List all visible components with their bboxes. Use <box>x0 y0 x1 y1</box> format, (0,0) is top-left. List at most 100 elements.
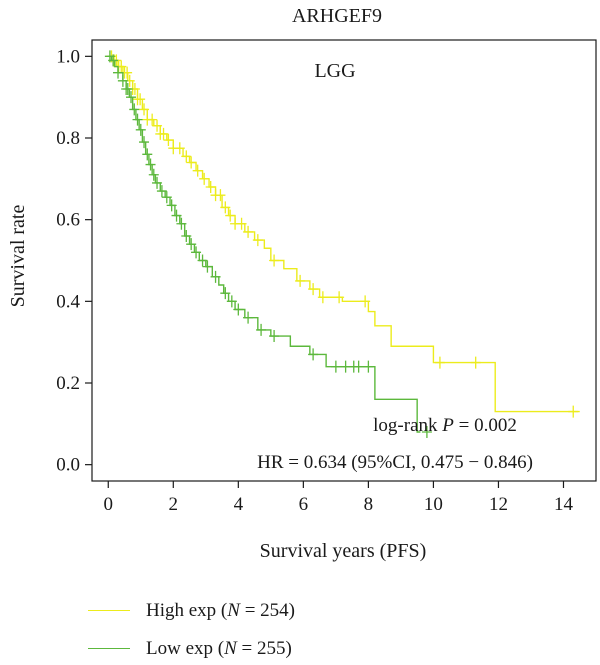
censor-mark-high <box>317 291 328 304</box>
pvalue-suffix: = 0.002 <box>454 415 517 436</box>
censor-mark-high <box>252 234 263 247</box>
legend-label-low: Low exp (N = 255) <box>146 634 292 664</box>
censor-mark-high <box>181 150 192 163</box>
censor-mark-high <box>139 103 150 116</box>
x-tick-label: 10 <box>424 494 443 515</box>
censor-mark-high <box>308 283 319 296</box>
censor-mark-high <box>295 274 306 287</box>
censor-mark-high <box>470 356 481 369</box>
censor-mark-low <box>139 136 150 149</box>
censor-mark-high <box>147 113 158 126</box>
censor-mark-high <box>360 295 371 308</box>
censor-mark-low <box>363 360 374 373</box>
censor-mark-low <box>156 185 167 198</box>
censor-mark-high <box>163 134 174 147</box>
censor-mark-low <box>243 311 254 324</box>
censor-mark-high <box>215 189 226 202</box>
censor-mark-low <box>181 230 192 242</box>
legend-swatch-high <box>88 610 130 611</box>
censor-mark-low <box>421 426 432 438</box>
censor-mark-high <box>434 356 445 369</box>
chart-title: ARHGEF9 <box>292 5 382 27</box>
survival-curve-high <box>108 55 580 413</box>
censor-mark-high <box>122 66 133 79</box>
censor-mark-high <box>243 225 254 238</box>
censor-mark-low <box>256 323 267 336</box>
censor-mark-low <box>135 123 146 136</box>
censor-mark-low <box>122 83 133 95</box>
censor-mark-low <box>108 54 119 67</box>
censor-mark-high <box>199 172 210 185</box>
censor-mark-low <box>220 287 231 300</box>
censor-mark-high <box>174 142 185 155</box>
censor-mark-low <box>202 260 213 273</box>
x-tick-label: 6 <box>299 494 309 515</box>
legend-item-high: High exp (N = 254) <box>88 596 488 626</box>
y-tick-label: 0.2 <box>56 373 80 394</box>
y-tick-label: 0.0 <box>56 455 80 476</box>
censor-mark-high <box>334 291 345 304</box>
survival-curves <box>104 50 580 438</box>
censor-mark-low <box>152 176 163 189</box>
legend-item-low: Low exp (N = 255) <box>88 634 488 664</box>
censor-mark-low <box>269 330 280 343</box>
censor-mark-low <box>113 66 124 79</box>
censor-mark-high <box>205 181 216 193</box>
censor-mark-low <box>191 246 202 259</box>
x-tick-label: 8 <box>364 494 374 515</box>
censor-mark-high <box>269 254 280 267</box>
censor-mark-low <box>353 360 364 373</box>
censor-mark-low <box>186 238 197 251</box>
censor-mark-low <box>197 254 208 267</box>
censor-mark-low <box>142 148 153 161</box>
hr-annotation: HR = 0.634 (95%CI, 0.475 − 0.846) <box>257 452 533 473</box>
censor-mark-low <box>145 158 156 171</box>
censor-mark-low <box>161 191 172 204</box>
y-tick-label: 0.4 <box>56 291 80 312</box>
censor-mark-high <box>192 164 203 177</box>
censor-mark-low <box>308 348 319 361</box>
censor-mark-high <box>568 405 579 418</box>
censor-mark-high <box>135 93 146 106</box>
legend-low-prefix: Low exp ( <box>146 638 225 659</box>
x-tick-label: 12 <box>489 494 508 515</box>
censor-mark-low <box>176 217 187 230</box>
censor-mark-high <box>220 201 231 214</box>
censor-mark-high <box>152 119 163 132</box>
legend-swatch-low <box>88 648 130 649</box>
pvalue-prefix: log-rank <box>373 415 442 436</box>
x-tick-label: 14 <box>554 494 574 515</box>
censor-mark-high <box>236 217 247 230</box>
x-tick-label: 4 <box>234 494 244 515</box>
pvalue-symbol: P <box>441 415 454 436</box>
censor-mark-low <box>117 74 128 87</box>
y-tick-label: 0.6 <box>56 210 80 231</box>
censor-mark-low <box>166 199 177 212</box>
censor-mark-low <box>330 360 341 373</box>
legend-low-suffix: = 255) <box>236 638 292 659</box>
legend-label-high: High exp (N = 254) <box>146 596 295 626</box>
x-axis-label: Survival years (PFS) <box>260 540 427 562</box>
x-tick-label: 0 <box>104 494 114 515</box>
y-tick-label: 1.0 <box>56 46 80 67</box>
km-plot: ARHGEF9 LGG 0 2 4 6 8 10 12 14 0.0 0.2 0.4 0.6 0.8 1.… <box>7 5 597 562</box>
panel-label: LGG <box>314 60 355 82</box>
censor-mark-low <box>210 270 221 283</box>
legend-high-suffix: = 254) <box>239 600 295 621</box>
censor-mark-low <box>129 103 140 116</box>
censor-mark-high <box>225 209 236 222</box>
censor-mark-low <box>226 295 237 308</box>
legend-high-symbol: N <box>227 600 240 621</box>
censor-mark-low <box>148 168 159 181</box>
y-tick-label: 0.8 <box>56 128 80 149</box>
censor-mark-high <box>158 127 169 140</box>
y-axis-label: Survival rate <box>7 205 29 308</box>
x-tick-label: 2 <box>169 494 179 515</box>
legend-high-prefix: High exp ( <box>146 600 228 621</box>
censor-mark-low <box>132 113 143 126</box>
censor-mark-low <box>233 303 244 316</box>
pvalue-annotation: log-rank P = 0.002 <box>373 415 517 436</box>
censor-mark-low <box>171 209 182 222</box>
censor-mark-low <box>126 91 137 104</box>
legend-low-symbol: N <box>224 638 237 659</box>
